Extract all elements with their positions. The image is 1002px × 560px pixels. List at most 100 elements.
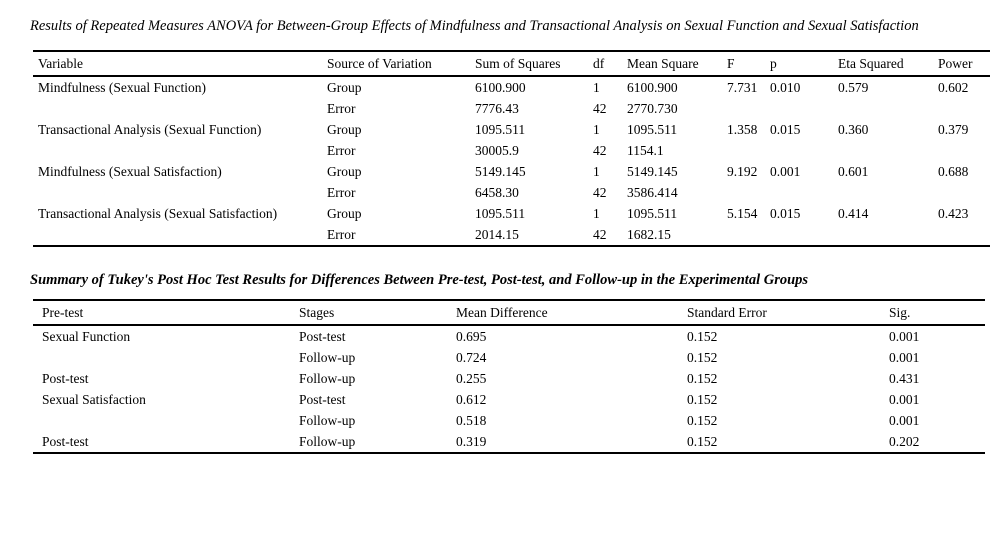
table-cell: 2014.15 xyxy=(475,226,519,242)
table-cell: 2770.730 xyxy=(627,100,678,116)
table-cell: Error xyxy=(327,100,356,116)
header-row: Variable Source of Variation Sum of Square… xyxy=(33,51,990,76)
table-cell: 0.579 xyxy=(838,79,869,95)
column-header: Sum of Squares xyxy=(475,55,561,71)
table-row: Post-test Follow-up 0.255 0.152 0.431 xyxy=(33,368,985,389)
table-cell: 0.602 xyxy=(938,79,969,95)
table-cell: 0.152 xyxy=(687,349,718,365)
table-cell: 7.731 xyxy=(727,79,758,95)
table-cell: 1 xyxy=(593,121,600,137)
table-cell xyxy=(727,182,770,203)
table-cell: 0.360 xyxy=(838,121,869,137)
table-cell: 0.414 xyxy=(838,205,869,221)
table-cell: 0.379 xyxy=(938,121,969,137)
table-cell: 0.152 xyxy=(687,412,718,428)
table-cell: Follow-up xyxy=(299,349,356,365)
column-header: Pre-test xyxy=(42,304,84,320)
table-cell: 0.152 xyxy=(687,391,718,407)
header-row: Pre-test Stages Mean Difference Standard Er… xyxy=(33,300,985,325)
table-cell: 5149.145 xyxy=(627,163,678,179)
tukey-table-body: Sexual Function Post-test 0.695 0.152 0.001 F… xyxy=(33,325,985,453)
table-cell: 1.358 xyxy=(727,121,758,137)
table-cell: Post-test xyxy=(42,370,89,386)
table-cell: 1095.511 xyxy=(627,121,678,137)
table-cell: 1095.511 xyxy=(475,121,526,137)
table-cell: Post-test xyxy=(42,433,89,449)
table-cell: 0.152 xyxy=(687,328,718,344)
table-cell: 0.152 xyxy=(687,433,718,449)
table-row: Error 6458.30 42 3586.414 xyxy=(33,182,990,203)
table-cell: 0.001 xyxy=(889,328,920,344)
table-cell xyxy=(727,98,770,119)
table-cell: 1095.511 xyxy=(475,205,526,221)
table-cell: Group xyxy=(327,121,362,137)
table-cell: 6100.900 xyxy=(475,79,526,95)
table-cell: 0.255 xyxy=(456,370,487,386)
column-header: Variable xyxy=(38,55,83,71)
table-cell: 0.695 xyxy=(456,328,487,344)
table-cell: 6458.30 xyxy=(475,184,519,200)
table-cell: 42 xyxy=(593,142,607,158)
column-header: p xyxy=(770,55,777,71)
table-cell: 0.015 xyxy=(770,121,801,137)
table-cell: 42 xyxy=(593,184,607,200)
table-cell xyxy=(33,410,299,431)
table-cell: 0.015 xyxy=(770,205,801,221)
table-cell: Group xyxy=(327,163,362,179)
table-cell: 42 xyxy=(593,226,607,242)
anova-table-title: Results of Repeated Measures ANOVA for B… xyxy=(30,18,919,34)
table-cell xyxy=(33,182,327,203)
table-cell: 0.001 xyxy=(889,349,920,365)
table-cell: 0.152 xyxy=(687,370,718,386)
table-cell xyxy=(770,98,838,119)
table-cell: Error xyxy=(327,226,356,242)
table-cell xyxy=(770,224,838,246)
column-header: Eta Squared xyxy=(838,55,904,71)
table-cell: Mindfulness (Sexual Satisfaction) xyxy=(38,163,222,179)
table-cell: 1154.1 xyxy=(627,142,664,158)
tukey-table: Pre-test Stages Mean Difference Standard Er… xyxy=(33,299,985,454)
column-header: Standard Error xyxy=(687,304,767,320)
table-cell: 1 xyxy=(593,205,600,221)
table-cell xyxy=(838,182,938,203)
table-cell: 0.001 xyxy=(770,163,801,179)
table-cell xyxy=(770,140,838,161)
table-cell: 0.423 xyxy=(938,205,969,221)
table-cell: 0.319 xyxy=(456,433,487,449)
table-cell xyxy=(838,224,938,246)
table-cell xyxy=(33,140,327,161)
table-cell: 3586.414 xyxy=(627,184,678,200)
table-cell: Sexual Function xyxy=(42,328,131,344)
table-cell: Transactional Analysis (Sexual Satisfact… xyxy=(38,205,278,221)
table-cell: 0.010 xyxy=(770,79,801,95)
table-cell xyxy=(33,347,299,368)
table-cell: 0.431 xyxy=(889,370,920,386)
table-cell xyxy=(838,98,938,119)
column-header: Mean Difference xyxy=(456,304,548,320)
table-cell xyxy=(938,182,990,203)
table-row: Error 2014.15 42 1682.15 xyxy=(33,224,990,246)
table-cell: Group xyxy=(327,205,362,221)
table-cell xyxy=(938,98,990,119)
table-cell xyxy=(33,98,327,119)
table-cell: 1 xyxy=(593,163,600,179)
column-header: Sig. xyxy=(889,304,911,320)
column-header: Source of Variation xyxy=(327,55,432,71)
table-row: Follow-up 0.724 0.152 0.001 xyxy=(33,347,985,368)
column-header: df xyxy=(593,55,605,71)
table-cell: 7776.43 xyxy=(475,100,519,116)
table-row: Transactional Analysis (Sexual Satisfact… xyxy=(33,203,990,224)
column-header: F xyxy=(727,55,735,71)
table-cell xyxy=(838,140,938,161)
table-cell: 30005.9 xyxy=(475,142,519,158)
table-cell: 0.688 xyxy=(938,163,969,179)
table-cell: Error xyxy=(327,184,356,200)
table-row: Post-test Follow-up 0.319 0.152 0.202 xyxy=(33,431,985,453)
table-cell: 5.154 xyxy=(727,205,758,221)
table-cell xyxy=(727,224,770,246)
tukey-table-title: Summary of Tukey's Post Hoc Test Results… xyxy=(30,272,809,288)
table-cell: 0.724 xyxy=(456,349,487,365)
table-cell: 42 xyxy=(593,100,607,116)
table-cell: 1 xyxy=(593,79,600,95)
